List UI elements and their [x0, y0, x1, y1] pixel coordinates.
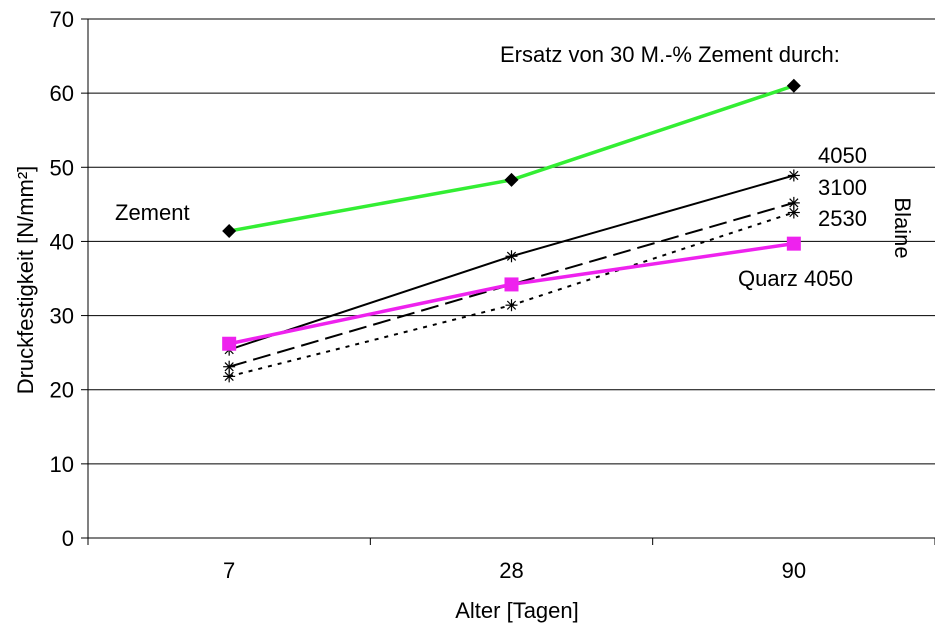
- series-line-zement: [228, 84, 795, 233]
- series-label-4050: 4050: [818, 143, 867, 168]
- y-tick-label-10: 10: [50, 452, 74, 477]
- y-tick-label-40: 40: [50, 229, 74, 254]
- point-4050-90: [787, 169, 800, 182]
- point-4050-28: [505, 250, 518, 263]
- y-tick-label-0: 0: [62, 526, 74, 551]
- y-axis-title: Druckfestigkeit [N/mm²]: [13, 166, 38, 395]
- y-tick-label-60: 60: [50, 81, 74, 106]
- point-zement-7: [222, 224, 237, 239]
- tick-labels: 0 10 20 30 40 50 60 70 7 28 90: [50, 7, 807, 583]
- annotation-ersatz: Ersatz von 30 M.-% Zement durch:: [500, 42, 840, 67]
- x-tick-label-90: 90: [782, 558, 806, 583]
- point-2530-90: [787, 206, 800, 219]
- series-line-3100: [228, 201, 795, 368]
- point-zement-28: [504, 172, 519, 187]
- gridlines: [88, 18, 935, 465]
- point-quarz-4050-28: [504, 277, 519, 292]
- point-zement-90: [786, 78, 801, 93]
- series-line-2530: [228, 211, 795, 378]
- point-2530-7: [223, 370, 236, 383]
- series-label-3100: 3100: [818, 175, 867, 200]
- point-2530-28: [505, 299, 518, 312]
- series-layer: [222, 78, 801, 383]
- x-tick-label-28: 28: [499, 558, 523, 583]
- point-quarz-4050-90: [786, 236, 801, 251]
- series-label-quarz: Quarz 4050: [738, 266, 853, 291]
- annotation-blaine: Blaine: [890, 197, 915, 258]
- x-tick-label-7: 7: [223, 558, 235, 583]
- y-tick-label-50: 50: [50, 155, 74, 180]
- series-label-2530: 2530: [818, 206, 867, 231]
- series-line-4050: [228, 174, 795, 351]
- series-label-zement: Zement: [115, 200, 190, 225]
- y-tick-label-30: 30: [50, 304, 74, 329]
- y-tick-label-70: 70: [50, 7, 74, 32]
- point-3100-7: [223, 360, 236, 373]
- y-tick-label-20: 20: [50, 378, 74, 403]
- x-axis-title: Alter [Tagen]: [455, 598, 579, 623]
- point-quarz-4050-7: [222, 336, 237, 351]
- axes: [81, 18, 935, 545]
